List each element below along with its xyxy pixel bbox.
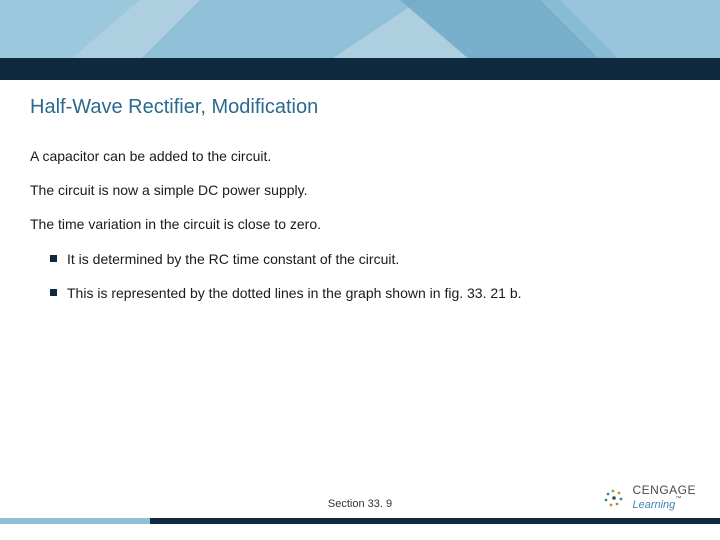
paragraph: The time variation in the circuit is clo… [30, 215, 690, 233]
logo-text: CENGAGE Learning™ [632, 484, 696, 512]
bullet-item: This is represented by the dotted lines … [50, 284, 690, 302]
cengage-logo: CENGAGE Learning™ [602, 484, 696, 512]
logo-subtext: Learning [632, 499, 675, 511]
bullet-text: This is represented by the dotted lines … [67, 284, 522, 302]
logo-brand: CENGAGE [632, 484, 696, 496]
header-dark-bar [0, 58, 720, 80]
slide-title: Half-Wave Rectifier, Modification [30, 96, 690, 119]
bullet-text: It is determined by the RC time constant… [67, 250, 399, 268]
paragraph: The circuit is now a simple DC power sup… [30, 181, 690, 199]
slide-content: Half-Wave Rectifier, Modification A capa… [30, 96, 690, 318]
footer-accent [0, 518, 150, 524]
square-bullet-icon [50, 289, 57, 296]
bullet-item: It is determined by the RC time constant… [50, 250, 690, 268]
paragraph: A capacitor can be added to the circuit. [30, 147, 690, 165]
logo-starburst-icon [602, 486, 626, 510]
square-bullet-icon [50, 255, 57, 262]
bullet-list: It is determined by the RC time constant… [50, 250, 690, 302]
logo-trademark: ™ [675, 496, 681, 502]
